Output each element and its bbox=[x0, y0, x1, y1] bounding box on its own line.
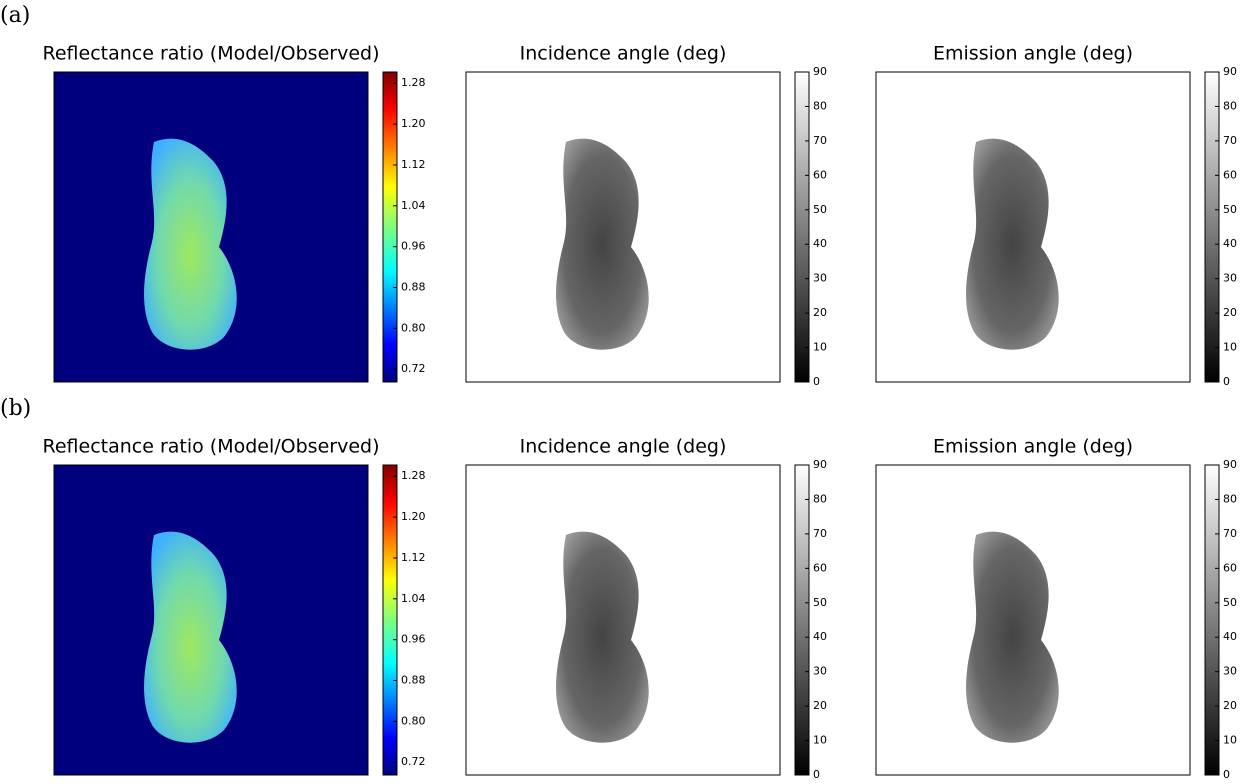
colorbar-tick-label: 60 bbox=[1223, 561, 1237, 574]
colorbar-tick-label: 60 bbox=[1223, 168, 1237, 181]
colorbar-tick-label: 0.80 bbox=[401, 714, 426, 727]
panel-title: Incidence angle (deg) bbox=[520, 436, 727, 458]
panel-title: Emission angle (deg) bbox=[933, 43, 1133, 65]
colorbar-tick-label: 1.12 bbox=[401, 551, 426, 564]
colorbar-tick-label: 70 bbox=[1223, 134, 1237, 147]
colorbar-tick-label: 80 bbox=[813, 99, 827, 112]
colorbar-tick-label: 0.88 bbox=[401, 674, 426, 687]
colorbar-tick-label: 40 bbox=[1223, 630, 1237, 643]
colorbar-tick-label: 1.28 bbox=[401, 469, 426, 482]
colorbar-tick-label: 50 bbox=[1223, 203, 1237, 216]
panel-label: (a) bbox=[0, 3, 30, 28]
colorbar-tick-label: 80 bbox=[813, 492, 827, 505]
colorbar-tick-label: 0.96 bbox=[401, 633, 426, 646]
colorbar-tick-label: 60 bbox=[813, 168, 827, 181]
colorbar-tick-label: 80 bbox=[1223, 492, 1237, 505]
colorbar bbox=[382, 71, 398, 383]
colorbar-tick-label: 0.72 bbox=[401, 755, 426, 768]
colorbar-tick-label: 1.20 bbox=[401, 510, 426, 523]
colorbar-tick-label: 40 bbox=[813, 237, 827, 250]
colorbar-tick-label: 40 bbox=[813, 630, 827, 643]
colorbar-tick-label: 70 bbox=[813, 134, 827, 147]
colorbar-tick-label: 0 bbox=[813, 768, 820, 781]
colorbar-tick-label: 70 bbox=[813, 527, 827, 540]
colorbar-tick-label: 1.12 bbox=[401, 158, 426, 171]
colorbar-tick-label: 10 bbox=[813, 341, 827, 354]
colorbar bbox=[794, 464, 810, 776]
colorbar-tick-label: 1.28 bbox=[401, 76, 426, 89]
colorbar-tick-label: 30 bbox=[1223, 272, 1237, 285]
colorbar-tick-label: 30 bbox=[813, 665, 827, 678]
colorbar bbox=[1204, 464, 1220, 776]
colorbar-tick-label: 1.04 bbox=[401, 199, 426, 212]
colorbar-tick-label: 0 bbox=[1223, 375, 1230, 388]
colorbar-tick-label: 20 bbox=[1223, 699, 1237, 712]
body-shape bbox=[966, 531, 1059, 743]
colorbar-tick-label: 50 bbox=[813, 596, 827, 609]
colorbar-tick-label: 10 bbox=[1223, 341, 1237, 354]
body-shape bbox=[966, 138, 1059, 350]
colorbar-tick-label: 0.72 bbox=[401, 362, 426, 375]
colorbar-tick-label: 30 bbox=[813, 272, 827, 285]
panel-title: Incidence angle (deg) bbox=[520, 43, 727, 65]
colorbar-tick-label: 90 bbox=[813, 65, 827, 78]
panel-title: Emission angle (deg) bbox=[933, 436, 1133, 458]
colorbar bbox=[794, 71, 810, 383]
colorbar-tick-label: 90 bbox=[1223, 65, 1237, 78]
colorbar-tick-label: 1.04 bbox=[401, 592, 426, 605]
colorbar-tick-label: 20 bbox=[813, 699, 827, 712]
colorbar-tick-label: 90 bbox=[813, 458, 827, 471]
panel-title: Reflectance ratio (Model/Observed) bbox=[43, 436, 380, 458]
colorbar-tick-label: 50 bbox=[1223, 596, 1237, 609]
colorbar bbox=[1204, 71, 1220, 383]
colorbar-tick-label: 10 bbox=[1223, 734, 1237, 747]
colorbar-tick-label: 1.20 bbox=[401, 117, 426, 130]
colorbar bbox=[382, 464, 398, 776]
colorbar-tick-label: 50 bbox=[813, 203, 827, 216]
body-shape bbox=[144, 138, 237, 350]
colorbar-tick-label: 60 bbox=[813, 561, 827, 574]
colorbar-tick-label: 40 bbox=[1223, 237, 1237, 250]
colorbar-tick-label: 90 bbox=[1223, 458, 1237, 471]
colorbar-tick-label: 80 bbox=[1223, 99, 1237, 112]
colorbar-tick-label: 0.88 bbox=[401, 281, 426, 294]
colorbar-tick-label: 0.80 bbox=[401, 321, 426, 334]
colorbar-tick-label: 0 bbox=[1223, 768, 1230, 781]
colorbar-tick-label: 10 bbox=[813, 734, 827, 747]
body-shape bbox=[144, 531, 237, 743]
colorbar-tick-label: 20 bbox=[1223, 306, 1237, 319]
colorbar-tick-label: 0 bbox=[813, 375, 820, 388]
colorbar-tick-label: 30 bbox=[1223, 665, 1237, 678]
colorbar-tick-label: 0.96 bbox=[401, 240, 426, 253]
colorbar-tick-label: 70 bbox=[1223, 527, 1237, 540]
body-shape bbox=[556, 531, 649, 743]
panel-label: (b) bbox=[0, 396, 31, 421]
colorbar-tick-label: 20 bbox=[813, 306, 827, 319]
body-shape bbox=[556, 138, 649, 350]
panel-title: Reflectance ratio (Model/Observed) bbox=[43, 43, 380, 65]
